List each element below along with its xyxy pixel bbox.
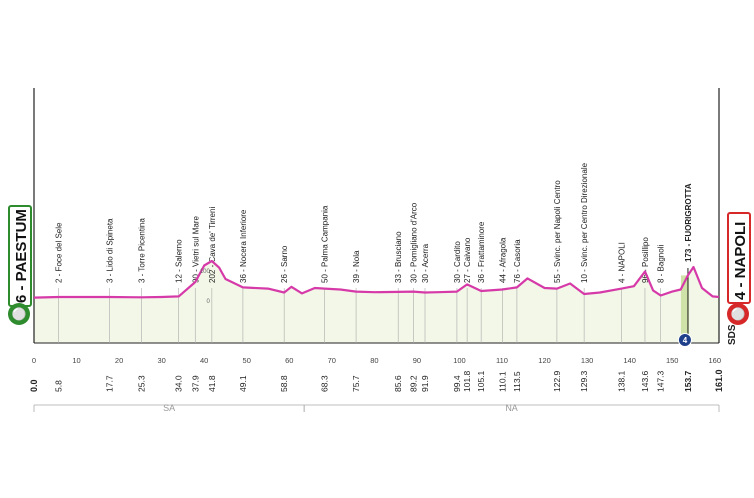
x-tick-label: 100 — [453, 356, 466, 365]
waypoint-label: 39 - Nola — [352, 250, 361, 283]
waypoint-km-label: 113.5 — [512, 371, 522, 392]
y-tick-label: 0 — [207, 299, 211, 305]
x-tick-label: 40 — [200, 356, 208, 365]
start-label: 6 - PAESTUM — [13, 209, 30, 303]
waypoint-label: 30 - Pomigliano d'Arco — [410, 202, 419, 283]
x-tick-label: 130 — [581, 356, 594, 365]
waypoint-km-label: 91.9 — [420, 375, 430, 392]
waypoint-label: 30 - Cardito — [453, 241, 462, 283]
waypoint-km-label: 138.1 — [617, 370, 627, 392]
waypoint-km-label: 85.6 — [393, 375, 403, 392]
x-tick-label: 80 — [370, 356, 378, 365]
y-tick-label: 100 — [200, 269, 211, 275]
waypoint-label: 3 - Lido di Spineta — [105, 218, 114, 283]
waypoint-label: 8 - Bagnoli — [657, 245, 666, 283]
waypoint-km-label: 68.3 — [320, 375, 330, 392]
x-tick-label: 10 — [72, 356, 80, 365]
finish-flag: 4 - NAPOLI — [727, 212, 751, 304]
waypoint-label: 4 - NAPOLI — [618, 242, 627, 283]
region-label: SA — [163, 403, 175, 413]
waypoint-km-label: 75.7 — [351, 375, 361, 392]
waypoint-label: 3 - Torre Picentina — [138, 218, 147, 283]
waypoint-km-label: 122.9 — [552, 370, 562, 392]
waypoint-label: 2 - Foce del Sele — [55, 222, 64, 283]
x-tick-label: 60 — [285, 356, 293, 365]
waypoint-km-label: 129.3 — [579, 370, 589, 392]
waypoint-km-label: 49.1 — [238, 375, 248, 392]
waypoint-km-label: 17.7 — [104, 375, 114, 392]
waypoint-label: 44 - Afragola — [498, 237, 507, 283]
waypoint-km-label: 105.1 — [476, 370, 486, 392]
sprint-badge-label: 4 — [683, 336, 688, 345]
waypoint-km-label: 25.3 — [137, 375, 147, 392]
waypoint-km-label: 110.1 — [497, 371, 507, 392]
elevation-area — [34, 261, 719, 343]
x-tick-label: 110 — [496, 356, 508, 365]
x-tick-label: 120 — [538, 356, 551, 365]
x-tick-label: 140 — [623, 356, 636, 365]
waypoint-label: 173 - FUORIGROTTA — [684, 183, 693, 262]
waypoint-label: 26 - Sarno — [280, 245, 289, 283]
start-flag: 6 - PAESTUM — [8, 205, 32, 307]
waypoint-km-label: 37.9 — [190, 375, 200, 392]
waypoint-label: 36 - Frattaminore — [477, 221, 486, 283]
waypoint-km-label: 143.6 — [640, 370, 650, 392]
sprint-badge — [677, 333, 692, 347]
waypoint-label: 55 - Svinc. per Napoli Centro — [553, 180, 562, 283]
x-tick-label: 70 — [328, 356, 336, 365]
waypoint-label: 12 - Salerno — [175, 239, 184, 283]
waypoint-label: 30 - Acerra — [421, 243, 430, 283]
waypoint-km-label: 89.2 — [409, 375, 419, 392]
x-tick-label: 160 — [708, 356, 721, 365]
waypoint-km-label: 99.4 — [452, 375, 462, 392]
x-tick-label: 150 — [666, 356, 679, 365]
waypoint-label: 90 - Vietri sul Mare — [191, 215, 200, 283]
elevation-line — [33, 259, 720, 299]
waypoint-label: 76 - Casoria — [513, 239, 522, 283]
waypoint-km-label: 58.8 — [279, 375, 289, 392]
start-cycling-icon: ⚪ — [8, 303, 30, 325]
waypoint-label: 202 - Cava de' Tirreni — [208, 207, 217, 283]
x-tick-label: 20 — [115, 356, 123, 365]
end-km-label: 0.0 — [29, 379, 39, 392]
waypoint-km-label: 34.0 — [174, 375, 184, 392]
waypoint-label: 36 - Nocera Inferiore — [239, 209, 248, 283]
finish-cycling-icon: ⚪ — [727, 303, 749, 325]
intermediate-sprint-zone — [680, 275, 689, 343]
waypoint-km-label: 5.8 — [54, 380, 64, 392]
waypoint-label: 27 - Caivano — [463, 237, 472, 283]
waypoint-label: 96 - Posillipo — [641, 237, 650, 283]
waypoint-km-label: 101.8 — [462, 370, 472, 392]
waypoint-km-label: 147.3 — [656, 370, 666, 392]
x-tick-label: 30 — [157, 356, 165, 365]
waypoint-label: 33 - Brusciano — [394, 231, 403, 283]
x-tick-label: 50 — [243, 356, 251, 365]
waypoint-km-label: 153.7 — [683, 370, 693, 392]
sds-label: SDS — [727, 324, 738, 345]
finish-label: 4 - NAPOLI — [732, 221, 749, 300]
waypoint-km-label: 41.8 — [207, 375, 217, 392]
x-tick-label: 90 — [413, 356, 421, 365]
waypoint-label: 10 - Svinc. per Centro Direzionale — [580, 162, 589, 283]
x-tick-label: 0 — [32, 356, 36, 365]
region-label: NA — [505, 403, 518, 413]
end-km-label: 161.0 — [714, 369, 724, 392]
waypoint-label: 50 - Palma Campania — [321, 205, 330, 283]
